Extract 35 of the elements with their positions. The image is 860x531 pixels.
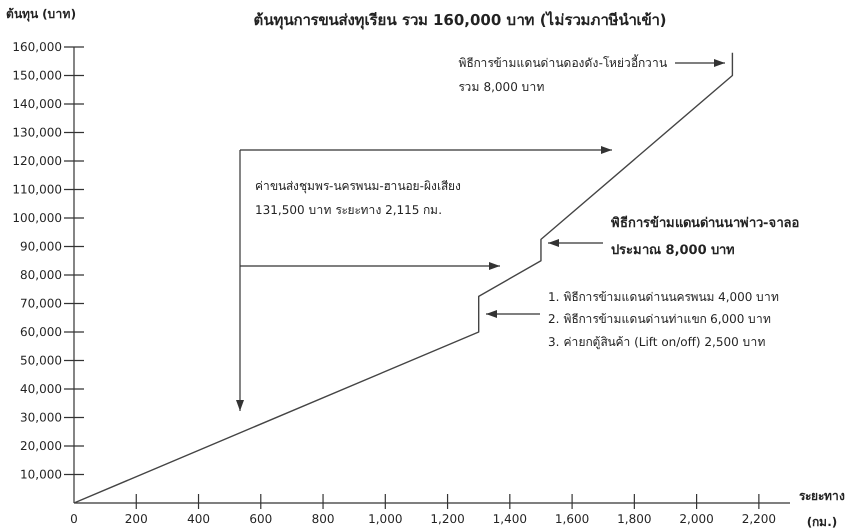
y-tick-label: 100,000 <box>12 211 62 225</box>
x-tick-label: 1,400 <box>492 512 528 526</box>
x-tick-label: 2,200 <box>742 512 776 526</box>
y-tick-label: 20,000 <box>20 439 62 453</box>
x-axis-title: ระยะทาง (กม.) <box>799 489 845 529</box>
x-tick-label: 1,600 <box>554 512 590 526</box>
annotation: ค่าขนส่งชุมพร-นครพนม-ฮานอย-ผิงเสียง 131,500 บาท ระยะทาง 2,115 กม. <box>255 179 461 217</box>
annotation: 1. พิธีการข้ามแดนด่านนครพนม 4,000 บาท 2. พิธีการข้ามแดนด่านท่าแขก 6,000 บาท 3. ค่ายกตู้สินค้า (Lift on/off) 2,500 บาท <box>548 290 780 350</box>
y-tick-label: 30,000 <box>20 410 62 424</box>
annotation: พิธีการข้ามแดนด่านดองดัง-โหย่วอี้กวาน รวม 8,000 บาท <box>458 54 667 94</box>
x-tick-label: 1,200 <box>430 512 465 526</box>
x-tick-label: 200 <box>124 512 148 526</box>
y-tick-label: 140,000 <box>12 97 62 111</box>
y-tick-label: 110,000 <box>12 182 62 196</box>
y-tick-label: 40,000 <box>20 382 62 396</box>
y-tick-label: 50,000 <box>20 354 62 368</box>
annotation: พิธีการข้ามแดนด่านนาพ่าว-จาลอ ประมาณ 8,000 บาท <box>611 215 800 258</box>
y-tick-label: 70,000 <box>20 296 62 310</box>
x-tick-label: 2,000 <box>679 512 714 526</box>
chart-title: ต้นทุนการขนส่งทุเรียน รวม 160,000 บาท (ไม่รวมภาษีนำเข้า) <box>254 10 666 30</box>
x-tick-label: 0 <box>70 512 78 526</box>
y-tick-label: 10,000 <box>20 468 62 482</box>
y-tick-label: 160,000 <box>12 40 62 54</box>
x-tick-label: 1,000 <box>368 512 402 526</box>
y-tick-label: 60,000 <box>20 325 62 339</box>
y-tick-label: 120,000 <box>12 154 62 168</box>
y-axis-title: ต้นทุน (บาท) <box>6 7 76 22</box>
x-tick-label: 800 <box>312 512 334 526</box>
y-tick-label: 80,000 <box>20 268 62 282</box>
x-tick-label: 1,800 <box>617 512 652 526</box>
y-tick-label: 90,000 <box>20 240 62 254</box>
x-tick-label: 600 <box>249 512 272 526</box>
x-tick-label: 400 <box>187 512 210 526</box>
y-tick-label: 150,000 <box>12 68 62 82</box>
y-tick-label: 130,000 <box>12 126 62 140</box>
